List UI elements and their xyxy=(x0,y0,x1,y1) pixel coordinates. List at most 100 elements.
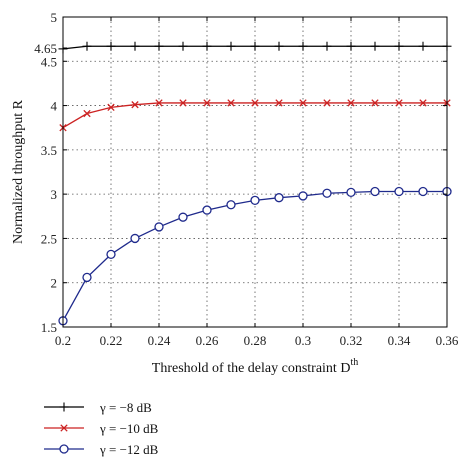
legend: γ = −8 dB γ = −10 dB γ = −12 dB xyxy=(44,400,159,457)
y-tick-label: 2 xyxy=(51,276,58,291)
x-marker-stroke xyxy=(60,424,68,432)
legend-marker xyxy=(59,444,69,454)
x-axis-label-main: Threshold of the delay constraint D xyxy=(152,361,351,376)
x-marker-stroke xyxy=(419,99,427,107)
data-point xyxy=(155,99,163,107)
x-tick-label: 0.36 xyxy=(436,333,459,348)
x-tick-label: 0.24 xyxy=(148,333,171,348)
y-tick-label: 1.5 xyxy=(41,320,57,335)
data-point xyxy=(202,41,212,51)
x-marker-stroke xyxy=(107,103,115,112)
data-point xyxy=(130,233,140,244)
data-point xyxy=(226,41,236,51)
y-tick-label: 2.5 xyxy=(41,231,57,246)
data-point xyxy=(178,41,188,51)
data-point xyxy=(395,99,403,107)
circle-marker-shape xyxy=(394,186,404,197)
x-marker-stroke xyxy=(275,99,283,107)
data-point xyxy=(154,222,164,232)
x-marker-stroke xyxy=(227,99,235,107)
circle-marker-shape xyxy=(274,193,284,203)
circle-marker-shape xyxy=(298,191,308,201)
data-point xyxy=(227,99,235,107)
data-point xyxy=(323,99,331,107)
series-x xyxy=(59,99,451,132)
x-marker-stroke xyxy=(155,99,163,107)
data-point xyxy=(82,272,92,283)
data-point xyxy=(347,99,355,107)
legend-entry: γ = −10 dB xyxy=(44,421,159,436)
data-point xyxy=(346,41,356,51)
circle-marker-shape xyxy=(178,212,188,222)
x-tick-label: 0.22 xyxy=(100,333,123,348)
x-marker-stroke xyxy=(83,109,91,118)
x-marker-stroke xyxy=(131,101,139,109)
data-point xyxy=(131,101,139,109)
x-marker-stroke xyxy=(395,99,403,107)
y-tick-label: 4 xyxy=(51,99,58,114)
circle-marker-shape xyxy=(82,272,92,283)
x-marker-stroke xyxy=(299,99,307,107)
data-point xyxy=(83,109,91,118)
data-point xyxy=(250,41,260,51)
x-tick-label: 0.2 xyxy=(55,333,71,348)
data-point xyxy=(298,191,308,201)
y-tick-label: 5 xyxy=(51,10,58,25)
x-tick-label: 0.3 xyxy=(295,333,311,348)
data-point xyxy=(202,205,212,215)
legend-marker xyxy=(59,402,69,412)
data-point xyxy=(274,41,284,51)
data-point xyxy=(418,186,428,197)
x-axis-label-superscript: th xyxy=(350,357,358,368)
circle-marker-shape xyxy=(130,233,140,244)
x-tick-label: 0.28 xyxy=(244,333,267,348)
data-point xyxy=(322,41,332,51)
data-point xyxy=(299,99,307,107)
circle-marker-shape xyxy=(370,186,380,197)
data-point xyxy=(370,41,380,51)
data-point xyxy=(178,212,188,222)
y-tick-label: 3.5 xyxy=(41,143,57,158)
data-point xyxy=(346,187,356,198)
data-point xyxy=(107,103,115,112)
circle-marker-shape xyxy=(346,187,356,198)
legend-label: γ = −10 dB xyxy=(99,421,159,436)
x-marker-stroke xyxy=(179,99,187,107)
x-marker-stroke xyxy=(323,99,331,107)
x-marker-stroke xyxy=(347,99,355,107)
data-point xyxy=(179,99,187,107)
data-point xyxy=(394,41,404,51)
tick-labels: 0.2 0.22 0.24 0.26 0.28 0.3 0.32 0.34 0.36 1.5 2 2.… xyxy=(34,10,459,348)
x-axis-label: Threshold of the delay constraint Dth xyxy=(152,357,358,376)
data-point xyxy=(226,200,236,210)
data-point xyxy=(203,99,211,107)
y-axis-label: Normalized throughput R xyxy=(11,99,26,244)
x-tick-label: 0.26 xyxy=(196,333,219,348)
circle-marker-shape xyxy=(106,249,116,260)
circle-marker-shape xyxy=(250,195,260,205)
grid-lines xyxy=(63,17,447,327)
legend-entry: γ = −12 dB xyxy=(44,442,159,457)
data-point xyxy=(274,193,284,203)
circle-marker-shape xyxy=(202,205,212,215)
data-point xyxy=(419,99,427,107)
legend-entry: γ = −8 dB xyxy=(44,400,152,415)
circle-marker-shape xyxy=(418,186,428,197)
data-point xyxy=(250,195,260,205)
y-tick-label-extra: 4.65 xyxy=(34,41,57,56)
x-marker-stroke xyxy=(371,99,379,107)
data-point xyxy=(275,99,283,107)
data-point xyxy=(322,188,332,198)
data-point xyxy=(371,99,379,107)
data-point xyxy=(82,41,92,51)
circle-marker-shape xyxy=(154,222,164,232)
data-point xyxy=(154,41,164,51)
data-point xyxy=(251,99,259,107)
x-marker-stroke xyxy=(251,99,259,107)
circle-marker-shape xyxy=(59,444,69,454)
data-point xyxy=(394,186,404,197)
data-point xyxy=(298,41,308,51)
legend-label: γ = −8 dB xyxy=(99,400,152,415)
